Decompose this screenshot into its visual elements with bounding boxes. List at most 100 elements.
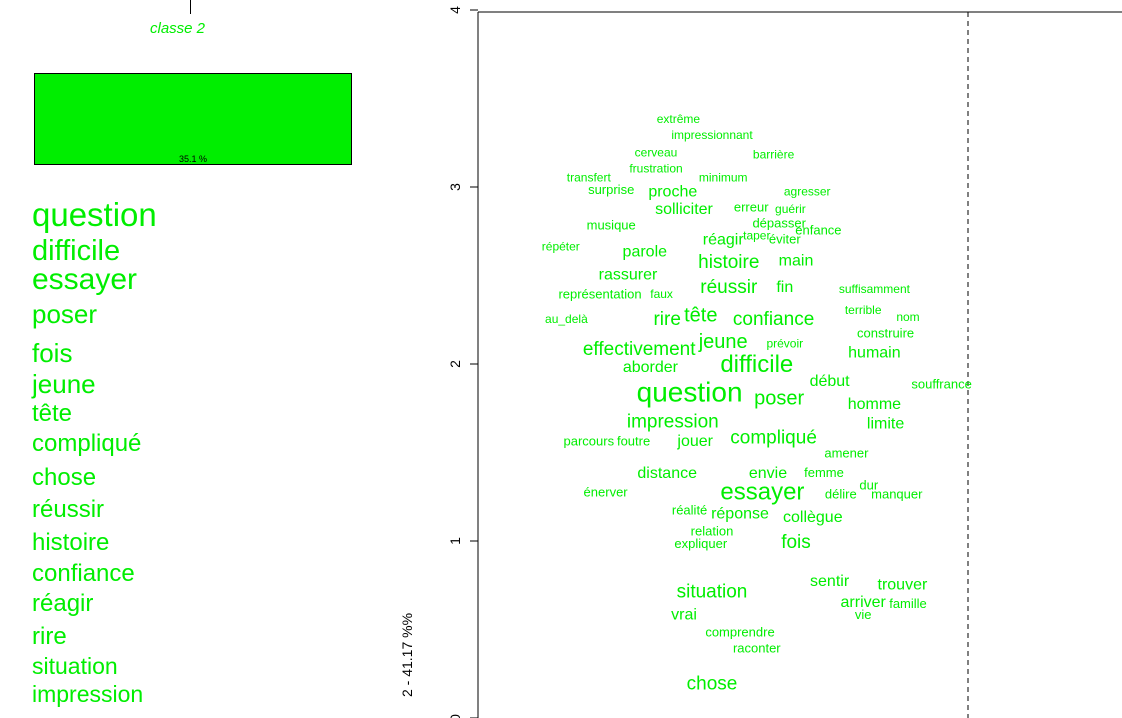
cloud-word: jouer — [676, 433, 713, 450]
y-tick-label: 0 — [447, 714, 463, 718]
ranked-word: jeune — [32, 369, 96, 399]
cloud-word: distance — [637, 465, 697, 482]
cloud-word: réussir — [700, 277, 758, 298]
cloud-word: chose — [687, 673, 738, 694]
cloud-word: confiance — [733, 309, 814, 330]
cloud-word: poser — [754, 388, 804, 410]
cloud-word: fin — [776, 279, 793, 296]
cloud-word: manquer — [871, 486, 923, 501]
cloud-word: tête — [684, 304, 717, 326]
cloud-word: aborder — [623, 359, 679, 376]
ranked-word: confiance — [32, 560, 135, 587]
y-tick-label: 4 — [447, 6, 463, 14]
cloud-word: arriver — [841, 594, 887, 611]
cloud-word: taper — [743, 229, 770, 243]
cloud-word: au_delà — [545, 312, 588, 326]
cloud-word: trouver — [878, 576, 928, 593]
cloud-word: construire — [857, 325, 914, 340]
y-tick-label: 1 — [447, 537, 463, 545]
cloud-word: foutre — [617, 433, 650, 448]
ranked-word: réagir — [32, 590, 94, 617]
cloud-word: dur — [859, 478, 878, 493]
cloud-word: rassurer — [599, 267, 658, 284]
ranked-word: impression — [32, 681, 144, 707]
cloud-word: délire — [825, 486, 857, 501]
cloud-word: limite — [867, 415, 904, 432]
cloud-word: comprendre — [705, 624, 774, 639]
cloud-word: frustration — [629, 161, 682, 175]
cloud-word: surprise — [588, 182, 634, 197]
cloud-word: transfert — [567, 170, 612, 184]
cloud-word: minimum — [699, 170, 748, 184]
ranked-word: histoire — [32, 529, 110, 556]
ranked-word: essayer — [32, 263, 138, 296]
cloud-word: faux — [650, 287, 673, 301]
cloud-word: question — [637, 376, 743, 407]
cloud-word: main — [779, 253, 814, 270]
cloud-word: collègue — [783, 509, 843, 526]
cloud-word: suffisamment — [839, 282, 911, 296]
cloud-word: amener — [824, 446, 869, 461]
tree-branch-line — [190, 0, 191, 14]
cloud-word: famille — [889, 596, 927, 611]
cloud-word: situation — [677, 581, 748, 602]
y-tick-label: 2 — [447, 360, 463, 368]
cloud-word: cerveau — [635, 146, 678, 160]
class-percentage-bar: 35.1 % — [34, 73, 352, 165]
cloud-word: solliciter — [655, 201, 713, 218]
ranked-word: réussir — [32, 496, 105, 523]
cloud-word: énerver — [584, 485, 629, 500]
cloud-word: vrai — [671, 607, 697, 624]
cloud-word: extrême — [657, 112, 701, 126]
cloud-word: vie — [855, 607, 872, 622]
cloud-word: parole — [623, 244, 668, 261]
ranked-word: rire — [32, 623, 67, 650]
class-panel: classe 2 35.1 % question difficile essayer… — [0, 0, 420, 718]
cloud-word: erreur — [734, 200, 769, 215]
ranked-word: situation — [32, 653, 118, 679]
cloud-word: humain — [848, 345, 900, 362]
cloud-word: envie — [749, 465, 787, 482]
cloud-word: début — [810, 373, 851, 390]
cloud-word: histoire — [698, 252, 759, 273]
cloud-word: fois — [781, 532, 811, 553]
ranked-word: compliqué — [32, 430, 142, 457]
cloud-word: parcours — [564, 433, 615, 448]
cloud-word: nom — [896, 310, 919, 324]
cloud-word: enfance — [795, 223, 841, 238]
cloud-word: impressionnant — [671, 128, 753, 142]
cloud-word: agresser — [784, 184, 831, 198]
cloud-word: guérir — [775, 202, 806, 216]
cloud-word: expliquer — [674, 536, 727, 551]
ranked-word: poser — [32, 299, 98, 329]
cloud-word: proche — [648, 184, 697, 201]
cloud-word: terrible — [845, 303, 882, 317]
cloud-word: femme — [804, 465, 844, 480]
cloud-word: rire — [653, 309, 680, 330]
cloud-word: raconter — [733, 640, 781, 655]
cloud-word: réalité — [672, 502, 707, 517]
cloud-word: homme — [848, 396, 901, 413]
cloud-word: représentation — [558, 286, 641, 301]
cloud-word: impression — [627, 411, 719, 432]
cloud-word: réagir — [703, 231, 745, 248]
ranked-word: chose — [32, 464, 97, 491]
cloud-word: effectivement — [583, 339, 696, 360]
ranked-word: question — [32, 196, 157, 233]
cloud-word: jeune — [698, 331, 748, 353]
cloud-word: sentir — [810, 573, 850, 590]
ranked-word: difficile — [32, 235, 121, 267]
cloud-word: musique — [587, 217, 636, 232]
ranked-word: fois — [32, 338, 73, 368]
class-label: classe 2 — [150, 20, 206, 37]
cloud-word: prévoir — [766, 337, 803, 351]
cloud-word: répéter — [542, 239, 580, 253]
cloud-word: difficile — [720, 351, 793, 378]
ranked-word: tête — [32, 400, 73, 427]
class-percentage-fill — [35, 74, 351, 164]
y-axis-label: 2 - 41.17 %% — [399, 613, 415, 697]
cloud-word: barrière — [753, 147, 795, 161]
cloud-word: compliqué — [730, 427, 817, 448]
cloud-word: essayer — [720, 479, 804, 506]
y-tick-label: 3 — [447, 183, 463, 191]
